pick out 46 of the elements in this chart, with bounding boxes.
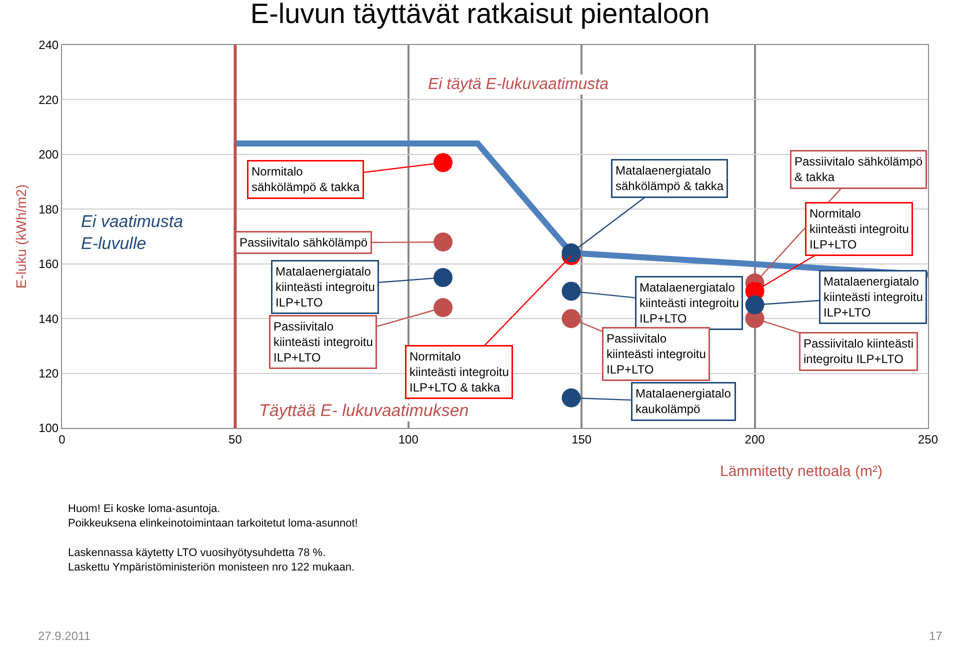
annotation: Normitalo kiinteästi integroitu ILP+LTO & takka xyxy=(410,350,509,395)
annotation: Normitalo sähkölämpö & takka xyxy=(252,164,360,194)
text: Laskennassa käytetty LTO vuosihyötysuhdetta 78 %. Laskettu Ympäristöministeriön monisteen nro 122 mukaan. xyxy=(68,547,355,574)
x-tick-label: 200 xyxy=(744,432,766,446)
annotation: Matalaenergiatalo kaukolämpö xyxy=(636,386,732,416)
annotation: Passiivitalo sähkölämpö xyxy=(240,236,368,250)
point xyxy=(562,243,581,262)
annotation: Normitalo kiinteästi integroitu ILP+LTO xyxy=(810,206,909,252)
point xyxy=(562,282,581,301)
y-axis-title: E-luku (kWh/m2) xyxy=(13,184,30,289)
x-axis-title: Lämmitetty nettoala (m²) xyxy=(720,463,883,480)
y-tick-label: 140 xyxy=(38,312,59,326)
y-tick-label: 120 xyxy=(38,366,59,380)
annotation: Passiivitalo sähkölämpö & takka xyxy=(794,154,923,184)
x-tick-label: 150 xyxy=(572,432,592,446)
text: Huom! Ei koske loma-asuntoja. Poikkeuksena elinkeinotoimintaan tarkoitetut loma-asunnot! xyxy=(68,503,358,530)
x-tick-label: 0 xyxy=(58,432,66,446)
point xyxy=(434,298,453,318)
point xyxy=(434,232,453,252)
annotation: Passiivitalo kiinteästi integroitu ILP+LTO xyxy=(804,336,914,366)
point xyxy=(562,309,581,328)
annotation: Matalaenergiatalo kiinteästi integroitu ILP+LTO xyxy=(276,264,375,310)
x-tick-label: 250 xyxy=(918,432,938,446)
point xyxy=(562,388,581,408)
text: 17 xyxy=(929,629,943,643)
y-tick-label: 200 xyxy=(38,148,59,162)
annotation: Ei täytä E-lukuvaatimusta xyxy=(428,76,609,93)
y-tick-label: 180 xyxy=(38,202,59,216)
annotation: Matalaenergiatalo kiinteästi integroitu ILP+LTO xyxy=(824,274,923,320)
annotation: Matalaenergiatalo sähkölämpö & takka xyxy=(616,164,724,194)
y-tick-label: 160 xyxy=(38,257,59,272)
point xyxy=(434,268,453,288)
annotation: Passiivitalo kiinteästi integroitu ILP+LTO xyxy=(274,320,373,365)
y-tick-label: 220 xyxy=(38,92,59,107)
y-tick-label: 240 xyxy=(38,38,59,52)
text: 27.9.2011 xyxy=(38,629,91,643)
x-tick-label: 50 xyxy=(228,432,242,446)
annotation: Täyttää E- lukuvaatimuksen xyxy=(259,401,469,420)
annotation: Passiivitalo kiinteästi integroitu ILP+LTO xyxy=(606,332,706,377)
point xyxy=(434,153,453,172)
y-tick-label: 100 xyxy=(38,421,59,436)
annotation: Ei vaatimusta E-luvulle xyxy=(81,212,184,254)
chart-title: E-luvun täyttävät ratkaisut pientaloon xyxy=(250,0,710,29)
x-tick-label: 100 xyxy=(398,432,419,446)
point xyxy=(745,295,764,314)
annotation: Matalaenergiatalo kiinteästi integroitu ILP+LTO xyxy=(640,280,739,326)
